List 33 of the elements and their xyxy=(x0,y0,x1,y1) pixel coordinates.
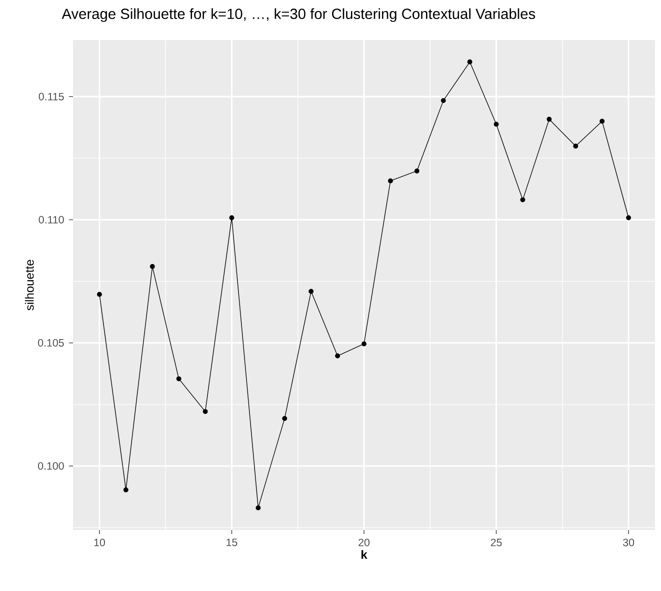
point xyxy=(440,98,446,104)
x-tick-label: 20 xyxy=(358,538,370,546)
point xyxy=(573,144,578,149)
y-axis-title: silhouette xyxy=(24,260,34,310)
y-tick-label: 0.115 xyxy=(38,92,64,100)
y-tick-label: 0.105 xyxy=(38,339,64,347)
y-tick-label: 0.110 xyxy=(38,216,64,224)
x-tick-label: 15 xyxy=(226,538,238,546)
point xyxy=(626,215,632,220)
x-tick-label: 30 xyxy=(623,538,634,546)
chart-title: Average Silhouette for k=10, …, k=30 for Clustering Contextual Variables xyxy=(62,8,536,22)
point xyxy=(150,264,155,269)
point xyxy=(202,409,208,414)
point xyxy=(520,197,526,202)
point xyxy=(229,215,234,220)
x-axis-title: k xyxy=(362,550,368,559)
point xyxy=(546,116,552,122)
y-tick-label: 0.100 xyxy=(38,462,64,470)
point xyxy=(123,487,128,492)
point xyxy=(600,118,605,124)
point xyxy=(176,376,182,382)
x-tick-label: 25 xyxy=(490,538,502,546)
point xyxy=(467,59,472,64)
x-tick-label: 10 xyxy=(94,538,105,546)
point xyxy=(362,341,366,346)
point xyxy=(494,122,499,127)
point xyxy=(414,168,420,174)
point xyxy=(388,178,393,184)
point xyxy=(335,353,340,358)
point xyxy=(282,416,288,421)
point xyxy=(96,292,102,297)
point xyxy=(256,505,261,510)
point xyxy=(308,288,314,294)
